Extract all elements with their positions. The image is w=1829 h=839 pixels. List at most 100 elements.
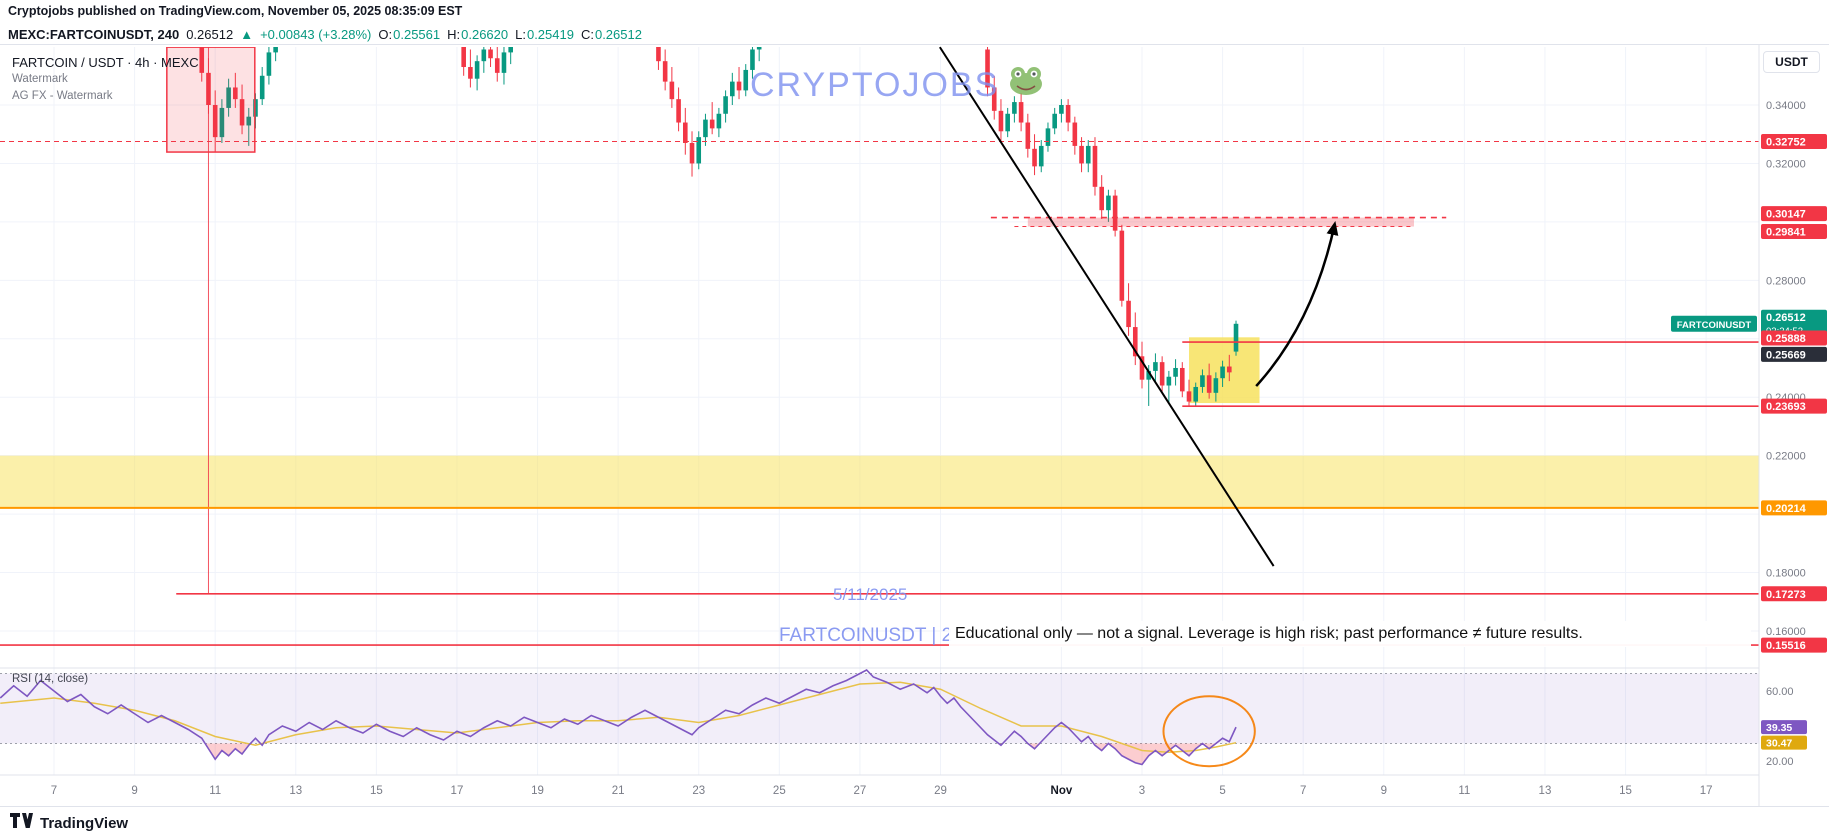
candle-body (683, 122, 688, 143)
price-tick-label: 0.16000 (1766, 626, 1806, 638)
resistance-band-zone[interactable] (1027, 217, 1414, 227)
time-axis-label[interactable]: Nov (1051, 785, 1073, 797)
tradingview-logo[interactable] (10, 812, 33, 834)
time-axis[interactable] (0, 776, 1829, 806)
candle-body (1032, 148, 1037, 167)
time-axis-label[interactable]: 7 (51, 785, 57, 797)
time-axis-label[interactable]: 17 (451, 785, 464, 797)
candle-body (689, 142, 695, 164)
time-axis-label[interactable]: 29 (934, 785, 947, 797)
low-value: 0.25419 (526, 27, 574, 42)
publish-info: published on TradingView.com, November 0… (73, 4, 463, 18)
low-label: L: (515, 27, 526, 42)
time-axis-label[interactable]: 13 (289, 785, 302, 797)
time-axis-label[interactable]: 15 (1619, 785, 1632, 797)
time-axis-label[interactable]: 11 (209, 785, 221, 797)
candle-body (716, 113, 722, 129)
support-band-zone[interactable] (0, 455, 1759, 508)
time-axis-label[interactable]: 15 (370, 785, 383, 797)
highlight-oval[interactable] (1162, 695, 1256, 768)
price-tick-label: 0.32000 (1766, 158, 1806, 170)
symbol-name[interactable]: MEXC:FARTCOINUSDT, 240 (8, 27, 180, 42)
candle-body (1206, 375, 1212, 393)
time-axis-label[interactable]: 9 (131, 785, 137, 797)
candle-body (1166, 376, 1172, 386)
price-axis-label[interactable] (1761, 224, 1827, 240)
candle-body (494, 58, 500, 73)
price-axis-label[interactable] (1761, 637, 1827, 653)
time-axis-label[interactable]: 13 (1539, 785, 1552, 797)
candle-body (998, 110, 1004, 132)
time-axis-label[interactable]: 5 (1219, 785, 1225, 797)
candle-body (199, 47, 205, 73)
candle-body (669, 81, 675, 100)
time-axis-label[interactable]: 7 (1300, 785, 1306, 797)
time-axis-label[interactable]: 27 (854, 785, 867, 797)
price-tick-label: 0.28000 (1766, 275, 1806, 287)
price-axis-label-value: 0.17273 (1766, 589, 1806, 601)
time-axis-label[interactable]: 11 (1458, 785, 1470, 797)
chart-canvas[interactable]: RSI (14, close) 7 9 11 13 15 17 19 21 23 25 27 29 Nov… (0, 45, 1829, 806)
high-value: 0.26620 (461, 27, 509, 42)
candle-body (1085, 145, 1091, 164)
currency-toggle-button[interactable]: USDT (1763, 51, 1820, 73)
time-axis-label[interactable]: 19 (531, 785, 544, 797)
candle-body (481, 49, 487, 62)
candle-body (1126, 300, 1131, 328)
rsi-band (0, 673, 1759, 744)
price-axis-label[interactable] (1761, 500, 1827, 516)
rsi-line (0, 669, 1237, 766)
price-axis-label[interactable] (1761, 330, 1827, 346)
candle-body (1193, 386, 1199, 402)
candle-body (1045, 128, 1051, 146)
candle-body (1132, 327, 1138, 357)
candle-body (703, 119, 708, 138)
candle-body (501, 52, 507, 73)
last-price: 0.26512 (186, 27, 234, 42)
time-axis-label[interactable]: 23 (692, 785, 705, 797)
rsi-axis-label[interactable] (1761, 720, 1807, 735)
candle-body (259, 75, 265, 100)
candle-body (1233, 323, 1239, 352)
price-axis-label[interactable] (1761, 346, 1827, 362)
price-axis-label[interactable] (1761, 133, 1827, 149)
trend-line[interactable] (938, 46, 1275, 567)
candle-body (736, 81, 742, 91)
price-axis-label-value: 0.29841 (1766, 227, 1806, 239)
time-axis-label[interactable]: 21 (612, 785, 625, 797)
supply-box-zone[interactable] (166, 47, 256, 153)
candle-body (273, 47, 278, 53)
candle-body (676, 99, 681, 123)
candle-body (730, 81, 735, 97)
candle-body (1038, 145, 1044, 167)
high-label: H: (447, 27, 461, 42)
price-axis-label[interactable] (1761, 206, 1827, 222)
time-axis-label[interactable]: 25 (773, 785, 786, 797)
close-label: C: (580, 27, 594, 42)
series-price-tag (1671, 315, 1757, 332)
candle-body (756, 47, 762, 50)
time-axis-label[interactable]: 9 (1381, 785, 1387, 797)
candle-body (1065, 105, 1071, 123)
candle-body (1119, 230, 1125, 301)
price-axis-label-value: 0.25888 (1766, 333, 1806, 345)
tradingview-wordmark[interactable]: TradingView (40, 814, 129, 832)
candle-body (1153, 362, 1158, 371)
change-arrow-icon: ▲ (240, 27, 254, 42)
candle-body (1052, 113, 1057, 129)
time-axis-label[interactable]: 3 (1139, 785, 1145, 797)
price-tick-label: 0.22000 (1766, 451, 1806, 463)
price-axis-label[interactable] (1761, 398, 1827, 414)
price-axis-label[interactable] (1761, 586, 1827, 602)
candle-body (246, 116, 252, 126)
time-axis-label[interactable]: 17 (1700, 785, 1713, 797)
candle-body (1079, 145, 1084, 164)
price-axis-label-value: 0.20214 (1766, 503, 1807, 515)
candle-body (1018, 102, 1024, 123)
candlestick-series (199, 47, 1239, 407)
price-axis-label-value: 0.23693 (1766, 401, 1806, 413)
close-value: 0.26512 (594, 27, 642, 42)
price-axis[interactable] (1759, 45, 1829, 806)
projection-arrow[interactable] (1255, 220, 1339, 387)
rsi-axis-label[interactable] (1761, 735, 1807, 750)
